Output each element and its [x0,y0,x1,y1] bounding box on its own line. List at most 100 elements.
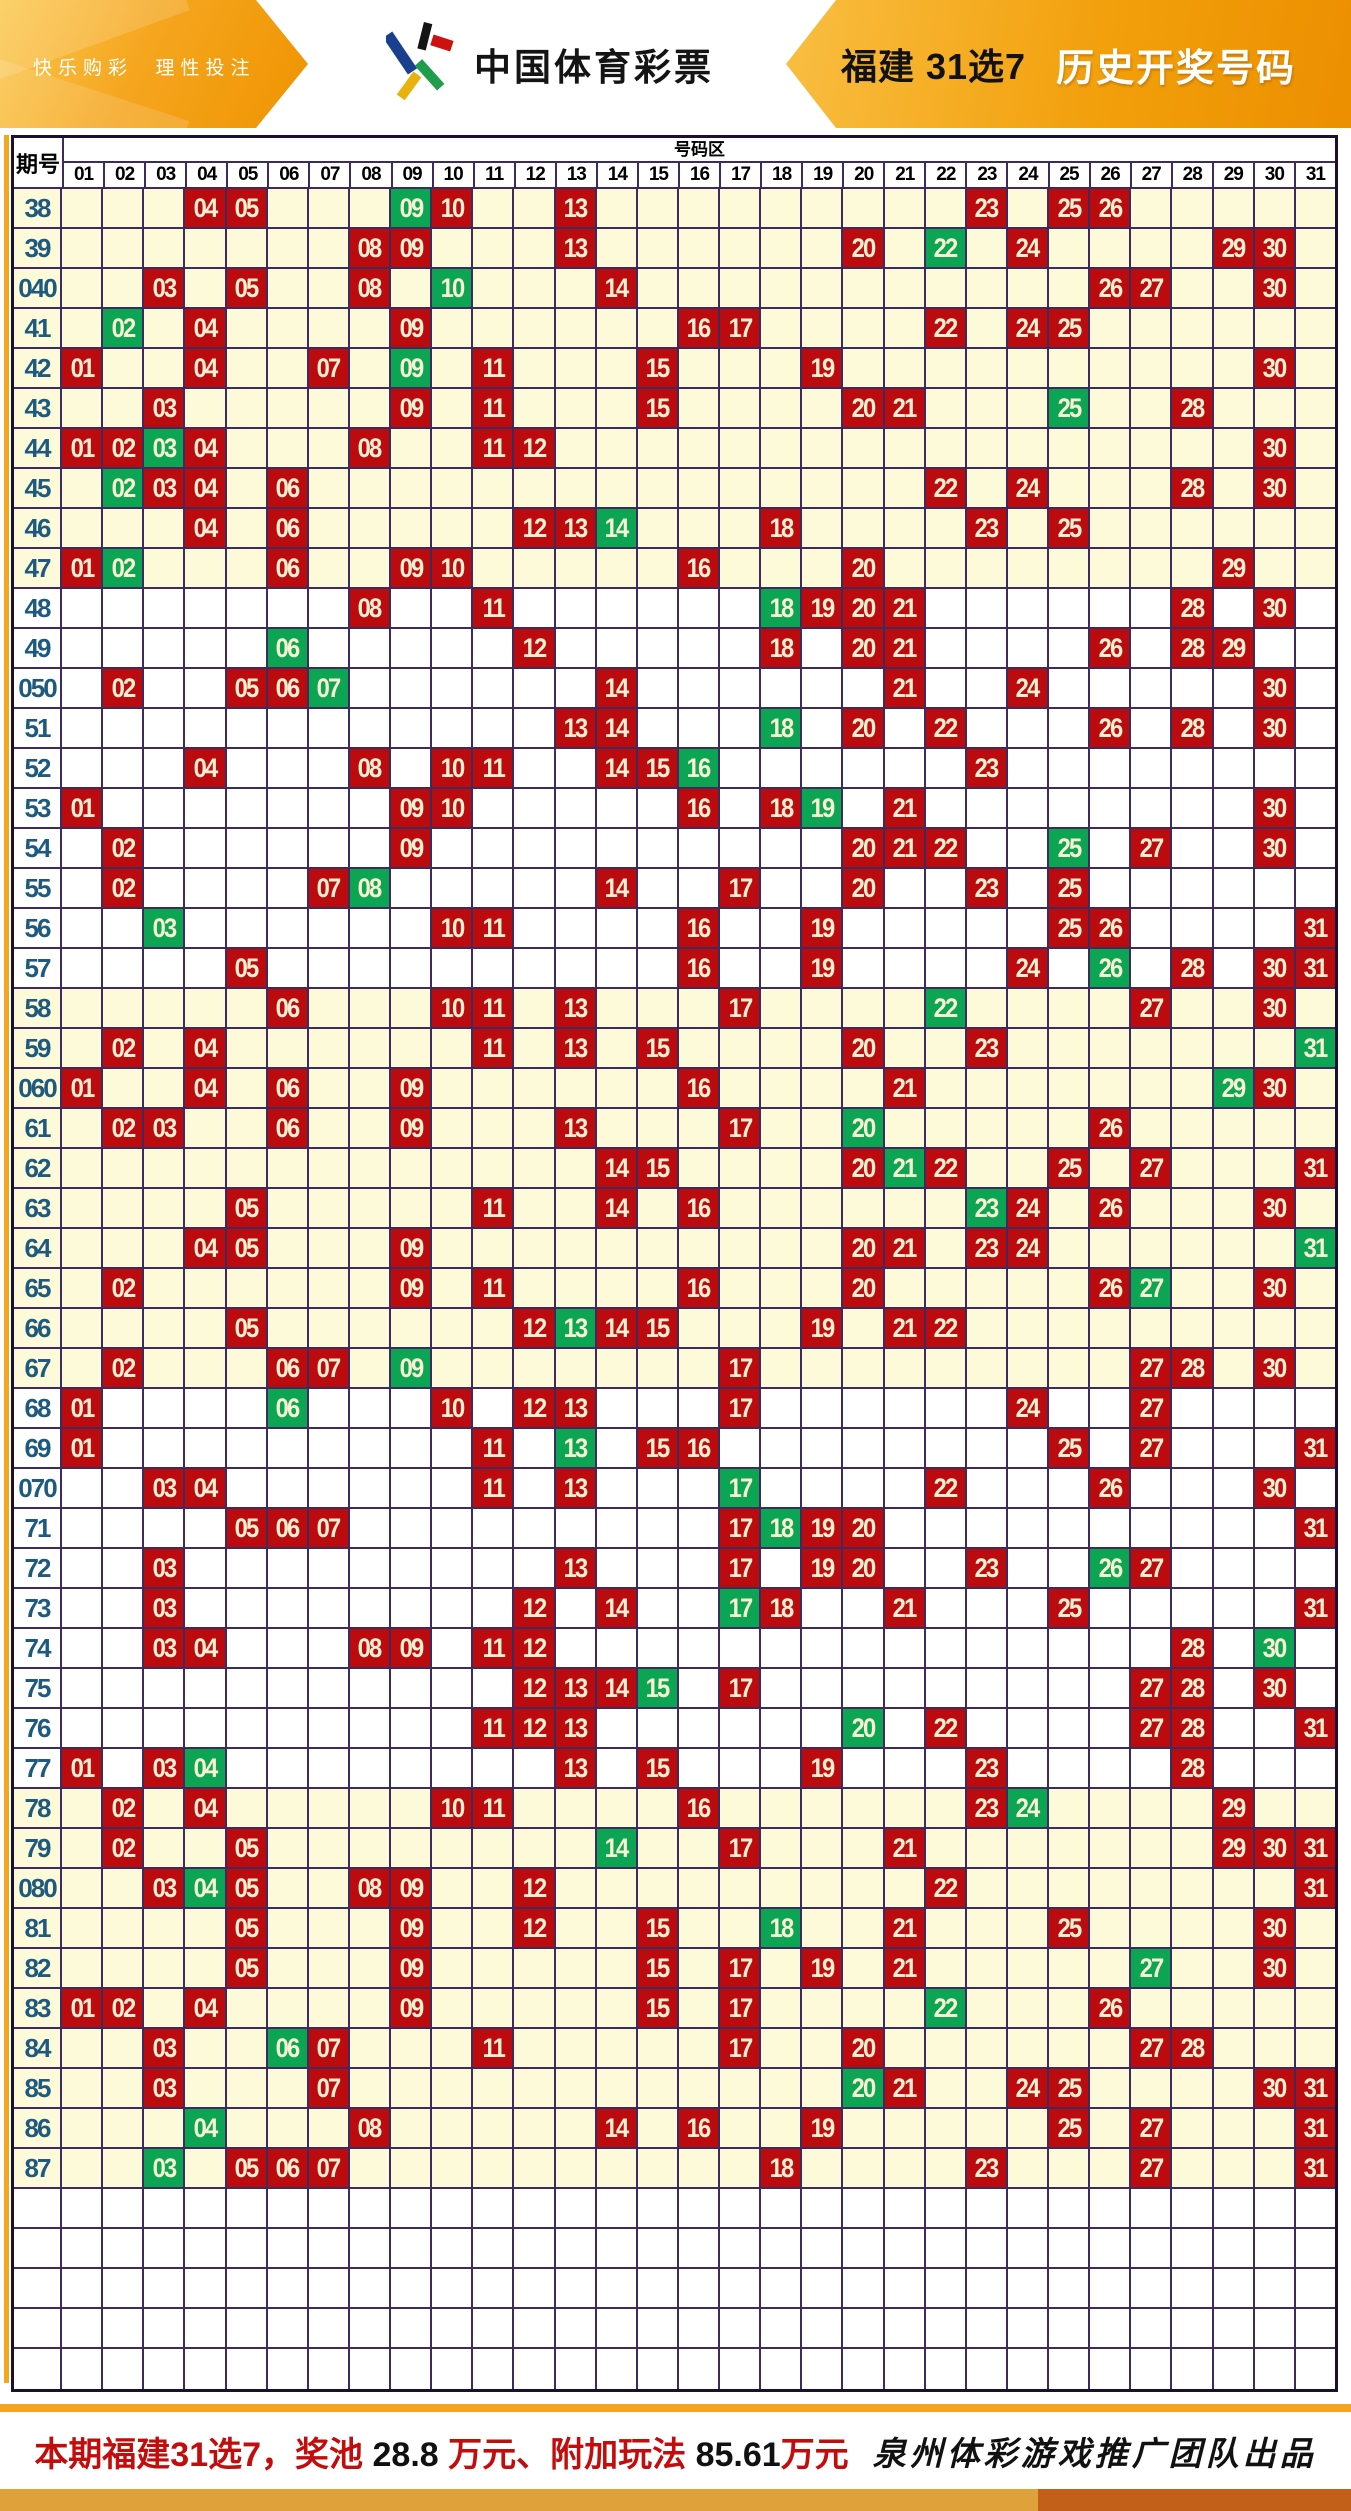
number-cell [514,749,556,787]
number-cell [62,1349,104,1387]
number-cell [637,909,679,947]
number-cell [308,1709,350,1747]
number-cell [226,2349,268,2389]
number-cell: 25 [1049,1909,1091,1947]
number-cell: 10 [432,789,474,827]
number-cell: 08 [349,749,391,787]
number-cell [555,269,597,307]
number-cell [1090,1749,1132,1787]
number-cell [1007,429,1049,467]
number-cell: 09 [391,1109,433,1147]
column-header: 02 [105,163,147,187]
number-cell [637,1109,679,1147]
period-cell: 040 [14,269,62,307]
column-header: 13 [557,163,598,187]
number-cell [637,989,679,1027]
number-cell [103,1229,145,1267]
number-cell [1049,589,1091,627]
number-cell: 11 [473,749,515,787]
number-cell: 08 [349,589,391,627]
number-cell [1254,1549,1296,1587]
number-cell [1295,1749,1335,1787]
number-cell [144,1149,186,1187]
number-cell [1007,1989,1049,2027]
number-cell [62,469,104,507]
number-cell [226,429,268,467]
number-cell [349,1949,391,1987]
number-cell [308,1429,350,1467]
number-cell [1295,1549,1335,1587]
number-cell [391,2069,433,2107]
number-cell [226,2189,268,2227]
number-cell [720,669,762,707]
number-cell [1049,1749,1091,1787]
number-cell [1213,1629,1255,1667]
number-cell [925,189,967,227]
number-cell: 14 [596,1149,638,1187]
number-cell [432,2309,474,2347]
number-cell [1049,2149,1091,2187]
bottom-bar [0,2489,1351,2511]
number-cell [62,1829,104,1867]
number-cell: 12 [514,1669,556,1707]
number-cell [226,229,268,267]
number-cell [966,1669,1008,1707]
period-cell: 59 [14,1029,62,1067]
number-cell [514,869,556,907]
number-cell [843,2149,885,2187]
number-cell [185,1509,227,1547]
number-cell [103,2149,145,2187]
number-cell [144,629,186,667]
number-cell [62,949,104,987]
number-cell [720,389,762,427]
number-cell [432,1989,474,2027]
number-cell: 30 [1254,1069,1296,1107]
number-cell [62,1189,104,1227]
number-cell [720,949,762,987]
number-cell [308,749,350,787]
number-cell [925,589,967,627]
number-cell [514,1109,556,1147]
number-cell [349,1429,391,1467]
number-cell [185,1709,227,1747]
number-cell [514,2269,556,2307]
number-cell [1090,2109,1132,2147]
number-cell [267,229,309,267]
table-row [14,2309,1335,2349]
number-cell [1007,709,1049,747]
number-cell: 01 [62,1429,104,1467]
number-cell [802,1029,844,1067]
number-cell [349,189,391,227]
number-cell [1090,1789,1132,1827]
number-cell [1295,429,1335,467]
number-cell [802,1789,844,1827]
number-cell [185,1589,227,1627]
number-cell [1049,1309,1091,1347]
number-cell [1213,2029,1255,2067]
number-cell [596,1869,638,1907]
number-cell: 24 [1007,229,1049,267]
number-cell [514,1149,556,1187]
number-cell: 19 [802,1309,844,1347]
number-cell [678,2069,720,2107]
number-cell [1172,229,1214,267]
number-cell [1213,2069,1255,2107]
number-cell [1007,1269,1049,1307]
number-cell [843,429,885,467]
number-cell [226,989,268,1027]
number-cell [1295,1109,1335,1147]
number-cell [802,1629,844,1667]
number-cell [596,1029,638,1067]
number-cell: 20 [843,1109,885,1147]
number-cell [1172,2269,1214,2307]
number-cell [1213,2269,1255,2307]
number-cell [349,1709,391,1747]
number-cell [1049,1869,1091,1907]
number-cell: 22 [925,709,967,747]
number-cell: 21 [884,1149,926,1187]
number-cell [720,749,762,787]
number-cell [391,469,433,507]
number-cell [925,949,967,987]
number-cell [103,1589,145,1627]
number-cell [1172,309,1214,347]
